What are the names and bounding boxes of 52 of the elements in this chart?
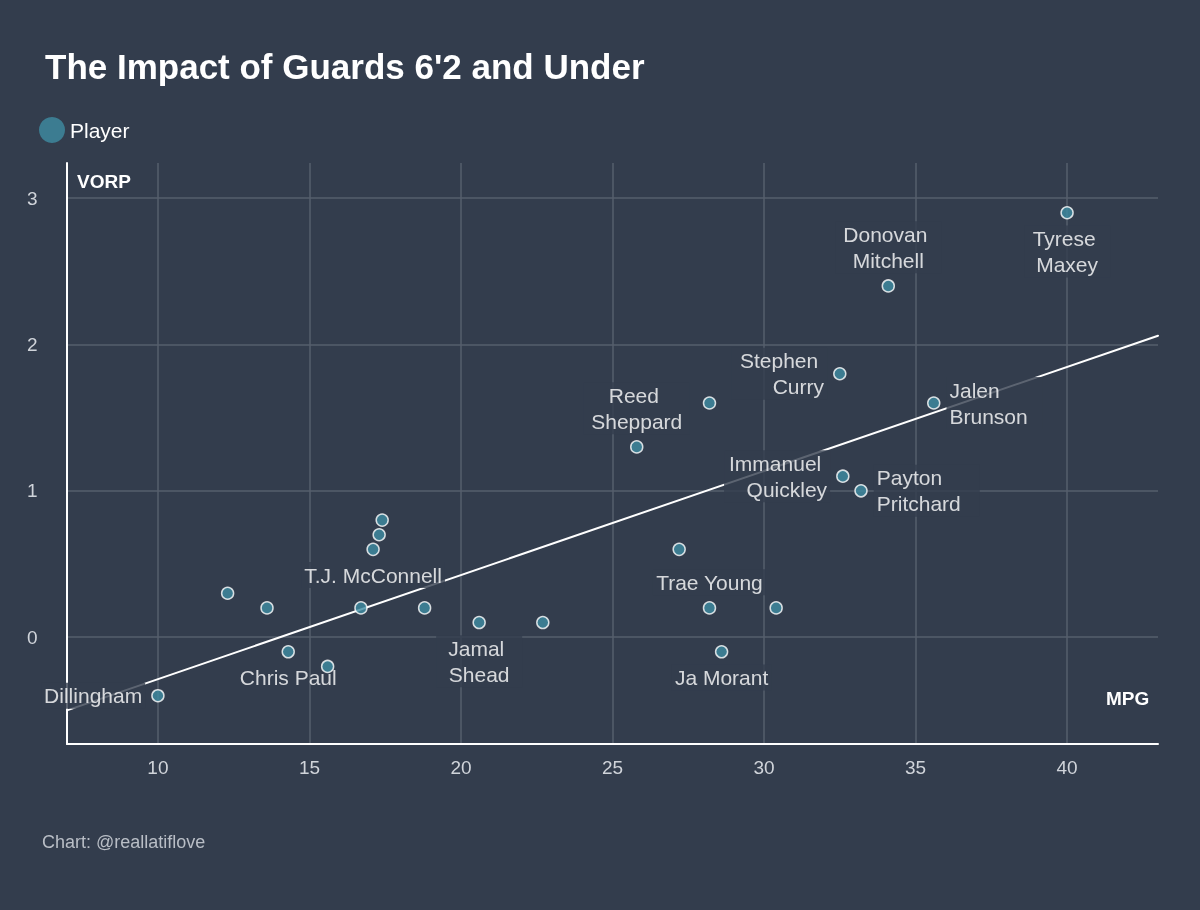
- x-tick-label: 20: [450, 757, 472, 778]
- point: [836, 469, 850, 483]
- annotation: Tyrese Maxey: [1032, 227, 1102, 277]
- point: [833, 366, 847, 381]
- annotation: Ja Morant: [674, 666, 769, 690]
- chart-title: The Impact of Guards 6'2 and Under: [45, 47, 645, 86]
- annotation: Payton Pritchard: [876, 466, 961, 516]
- point: [375, 513, 389, 527]
- y-tick-label: 2: [27, 333, 38, 355]
- annotation: Jamal Shead: [448, 636, 511, 686]
- y-tick-label: 1: [27, 480, 38, 502]
- point: [220, 586, 235, 601]
- point: [536, 615, 550, 630]
- point: [281, 645, 295, 659]
- x-tick-label: 15: [298, 757, 321, 778]
- point: [702, 396, 717, 410]
- point: [372, 527, 386, 542]
- y-axis-title: VORP: [77, 171, 132, 192]
- x-tick-label: 35: [904, 757, 927, 778]
- point: [714, 645, 729, 659]
- point: [630, 440, 644, 454]
- point: [151, 688, 165, 703]
- point: [927, 396, 941, 410]
- annotation: Trae Young: [656, 570, 763, 594]
- point: [366, 542, 380, 557]
- annotation: Dillingham: [44, 684, 143, 708]
- point: [417, 601, 432, 615]
- annotation: T.J. McConnell: [304, 563, 442, 587]
- x-tick-label: 30: [753, 757, 775, 778]
- annotation: Chris Paul: [239, 666, 337, 690]
- point: [769, 601, 783, 615]
- x-tick-label: 40: [1056, 757, 1078, 778]
- point: [881, 279, 896, 293]
- point: [854, 484, 868, 498]
- annotation: Reed Sheppard: [591, 383, 683, 433]
- y-tick-label: 0: [27, 626, 38, 648]
- text: Chart: @reallatiflove: [42, 832, 206, 852]
- point: [472, 615, 486, 630]
- point: [354, 601, 368, 615]
- y-tick-label: 3: [27, 187, 38, 209]
- point: [1060, 206, 1074, 220]
- x-tick-label: 25: [601, 757, 624, 778]
- annotation: Stephen Curry: [739, 349, 825, 399]
- point: [702, 601, 717, 615]
- x-axis-title: MPG: [1106, 688, 1150, 709]
- annotation: Immanuel Quickley: [729, 451, 828, 501]
- legend-label: Player: [70, 118, 130, 142]
- point: [672, 542, 686, 557]
- x-tick-label: 10: [147, 757, 169, 778]
- annotation: Jalen Brunson: [949, 378, 1028, 428]
- annotation: Donovan Mitchell: [843, 222, 934, 272]
- point: [260, 601, 274, 615]
